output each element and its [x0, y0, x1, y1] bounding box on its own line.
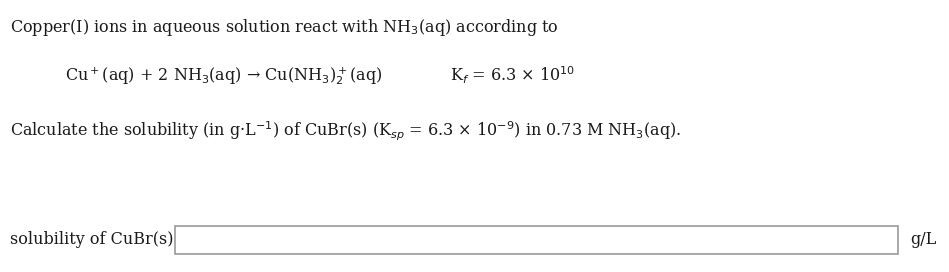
Text: g/L: g/L — [910, 231, 937, 249]
Text: Cu$^+$(aq) + 2 NH$_3$(aq) → Cu(NH$_3$)$_2^+$(aq): Cu$^+$(aq) + 2 NH$_3$(aq) → Cu(NH$_3$)$_… — [65, 65, 382, 87]
FancyBboxPatch shape — [175, 226, 898, 254]
Text: Calculate the solubility (in g·L$^{-1}$) of CuBr(s) (K$_{sp}$ = 6.3 × 10$^{-9}$): Calculate the solubility (in g·L$^{-1}$)… — [10, 120, 681, 143]
Text: K$_f$ = 6.3 × 10$^{10}$: K$_f$ = 6.3 × 10$^{10}$ — [450, 65, 575, 86]
Text: Copper(I) ions in aqueous solution react with NH$_3$(aq) according to: Copper(I) ions in aqueous solution react… — [10, 17, 559, 38]
Text: solubility of CuBr(s):: solubility of CuBr(s): — [10, 231, 178, 249]
